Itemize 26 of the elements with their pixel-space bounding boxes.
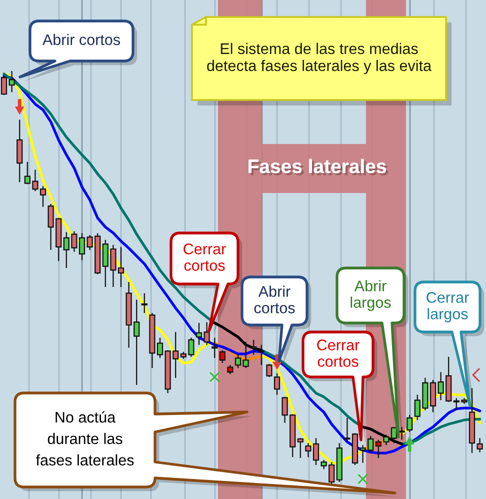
point bbox=[209, 372, 220, 382]
candlestick bbox=[406, 414, 413, 433]
candlestick bbox=[258, 344, 264, 366]
point bbox=[358, 474, 368, 484]
candlestick bbox=[250, 339, 257, 356]
candlestick bbox=[297, 438, 304, 459]
annotation: Cerrar cortos bbox=[184, 244, 226, 271]
annotation: Cerrar largos bbox=[426, 292, 469, 322]
candlestick bbox=[274, 372, 280, 396]
candlestick bbox=[212, 337, 218, 359]
candlestick bbox=[336, 442, 342, 482]
annotation: Abrir cortos bbox=[254, 286, 295, 314]
annotation: El sistema de las tres medias detecta fases laterales y las evita bbox=[207, 42, 432, 74]
text: Abrir cortos bbox=[42, 34, 120, 46]
candlestick bbox=[219, 350, 226, 364]
candlestick bbox=[141, 292, 148, 314]
candlestick bbox=[16, 119, 23, 183]
annotation: Cerrar cortos bbox=[317, 340, 360, 367]
annotation: Abrir largos bbox=[350, 280, 391, 311]
candlestick bbox=[227, 364, 234, 375]
annotation: Fases laterales bbox=[248, 158, 388, 176]
candlestick bbox=[266, 363, 272, 378]
candlestick bbox=[476, 438, 483, 453]
candlestick bbox=[398, 426, 405, 440]
annotation: No actúa durante las fases laterales bbox=[36, 411, 134, 466]
candlestick bbox=[468, 388, 476, 454]
